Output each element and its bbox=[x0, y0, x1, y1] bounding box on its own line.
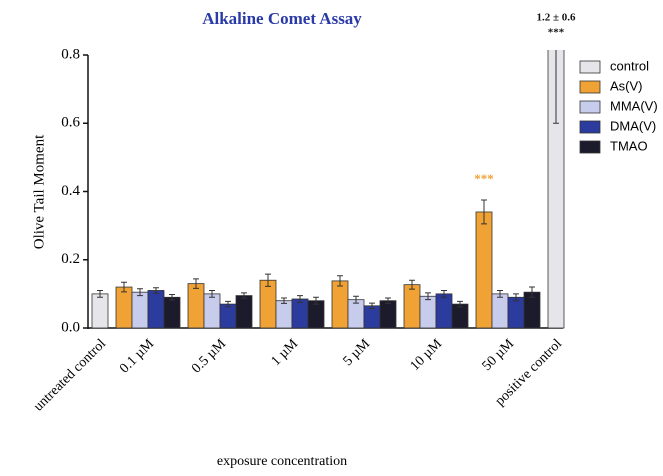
bar bbox=[91, 293, 109, 329]
error-bar bbox=[385, 297, 391, 304]
error-bar bbox=[425, 292, 431, 301]
x-axis-label: exposure concentration bbox=[217, 454, 347, 469]
error-bar bbox=[241, 292, 247, 299]
legend-label: control bbox=[610, 58, 649, 73]
y-axis-label: Olive Tail Moment bbox=[31, 134, 47, 249]
bar bbox=[491, 293, 509, 329]
bar bbox=[203, 293, 221, 329]
error-bar bbox=[265, 273, 271, 287]
chart-title: Alkaline Comet Assay bbox=[202, 9, 362, 28]
x-tick-label: 1 µM bbox=[269, 336, 302, 369]
legend-swatch bbox=[579, 120, 601, 134]
bar bbox=[403, 284, 421, 329]
error-bar bbox=[513, 293, 519, 302]
bars bbox=[91, 50, 565, 329]
y-tick-label: 0.0 bbox=[61, 319, 80, 335]
x-tick-label: 10 µM bbox=[408, 336, 446, 374]
error-bar bbox=[209, 289, 215, 298]
legend-label: As(V) bbox=[610, 78, 643, 93]
error-bar bbox=[137, 288, 143, 297]
legend-label: DMA(V) bbox=[610, 118, 656, 133]
error-bar bbox=[441, 289, 447, 298]
error-bar bbox=[369, 302, 375, 310]
legend-swatch bbox=[579, 100, 601, 114]
x-tick-label: 5 µM bbox=[341, 336, 374, 369]
x-tick-label: untreated control bbox=[31, 336, 109, 414]
bar bbox=[147, 290, 165, 329]
legend-label: TMAO bbox=[610, 138, 648, 153]
error-bar bbox=[457, 300, 463, 308]
error-bar bbox=[553, 50, 559, 124]
bar bbox=[219, 303, 237, 329]
error-bar bbox=[297, 295, 303, 303]
bar bbox=[275, 300, 293, 329]
error-bar bbox=[409, 279, 415, 290]
annotation: *** bbox=[474, 171, 494, 186]
error-bar bbox=[121, 281, 127, 293]
bar bbox=[187, 283, 205, 329]
bar bbox=[259, 279, 277, 329]
error-bar bbox=[193, 278, 199, 289]
legend-label: MMA(V) bbox=[610, 98, 658, 113]
bar bbox=[475, 211, 493, 329]
error-bar bbox=[313, 296, 319, 305]
error-bar bbox=[481, 199, 487, 225]
legend-swatch bbox=[579, 140, 601, 154]
error-bar bbox=[225, 300, 231, 308]
bar bbox=[291, 298, 309, 329]
error-bar bbox=[153, 287, 159, 294]
x-tick-label: 50 µM bbox=[480, 336, 518, 374]
y-tick-label: 0.6 bbox=[61, 115, 80, 131]
bar bbox=[451, 303, 469, 329]
error-bar bbox=[353, 295, 359, 304]
x-tick-label: 0.1 µM bbox=[117, 336, 157, 376]
error-bar bbox=[97, 289, 103, 298]
legend-swatch bbox=[579, 80, 601, 94]
error-bar bbox=[281, 297, 287, 304]
bar bbox=[379, 300, 397, 329]
error-bar bbox=[497, 289, 503, 298]
y-tick-label: 0.2 bbox=[61, 251, 80, 267]
annotation: 1.2 ± 0.6 bbox=[536, 12, 576, 24]
bar bbox=[347, 299, 365, 329]
legend-swatch bbox=[579, 60, 601, 74]
bar bbox=[507, 296, 525, 329]
bar bbox=[235, 295, 253, 329]
y-tick-label: 0.4 bbox=[61, 183, 80, 199]
bar bbox=[363, 305, 381, 329]
bar bbox=[131, 291, 149, 329]
y-tick-label: 0.8 bbox=[61, 46, 80, 62]
error-bar bbox=[529, 286, 535, 298]
bar bbox=[419, 295, 437, 329]
error-bar bbox=[337, 275, 343, 287]
bar bbox=[163, 296, 181, 329]
bar bbox=[307, 300, 325, 329]
bar bbox=[547, 50, 565, 329]
annotation: *** bbox=[548, 27, 565, 39]
x-tick-label: 0.5 µM bbox=[189, 336, 229, 376]
bar bbox=[435, 293, 453, 329]
error-bar bbox=[169, 294, 175, 301]
bar bbox=[331, 280, 349, 329]
bar bbox=[115, 286, 133, 329]
